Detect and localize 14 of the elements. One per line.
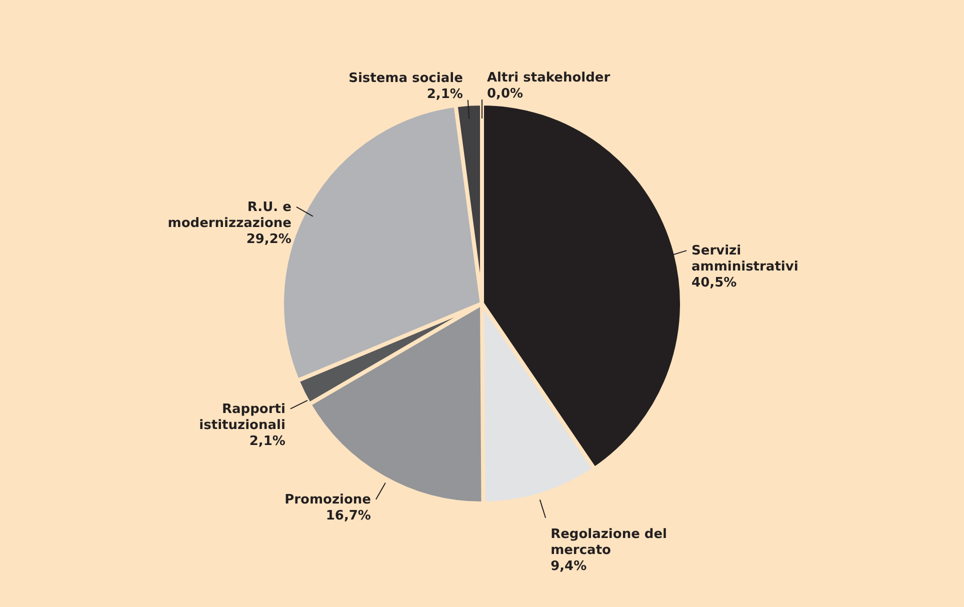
slice-label: R.U. e modernizzazione xyxy=(168,200,292,231)
data-label: 16,7% xyxy=(326,508,371,524)
text: 0,0% xyxy=(487,86,524,102)
category-label: Altri stakeholder xyxy=(487,70,610,86)
data-label: 2,1% xyxy=(426,86,463,102)
data-label: 40,5% xyxy=(692,276,737,291)
slice-label: Servizi amministrativi xyxy=(692,244,798,275)
slice-label: Sistema sociale xyxy=(348,70,464,86)
slice-label: Promozione xyxy=(284,492,372,508)
slice-label: Regolazione del mercato xyxy=(550,526,668,558)
data-label: 2,1% xyxy=(249,434,286,449)
data-label: 29,2% xyxy=(246,232,292,247)
data-label: 9,4% xyxy=(550,558,587,574)
slice-label: Rapporti istituzionali xyxy=(199,402,286,433)
